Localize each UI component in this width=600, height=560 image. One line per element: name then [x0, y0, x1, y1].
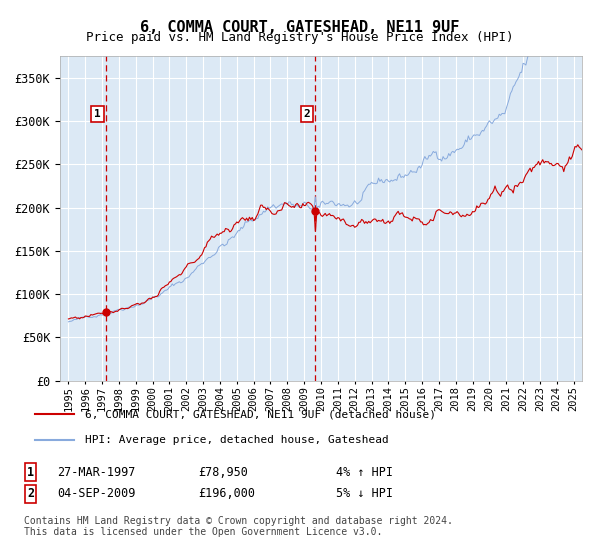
Text: 2: 2	[304, 109, 310, 119]
Text: 4% ↑ HPI: 4% ↑ HPI	[336, 465, 393, 479]
Text: 6, COMMA COURT, GATESHEAD, NE11 9UF: 6, COMMA COURT, GATESHEAD, NE11 9UF	[140, 20, 460, 35]
Text: Price paid vs. HM Land Registry's House Price Index (HPI): Price paid vs. HM Land Registry's House …	[86, 31, 514, 44]
Text: 1: 1	[27, 465, 34, 479]
Text: 5% ↓ HPI: 5% ↓ HPI	[336, 487, 393, 501]
Text: £196,000: £196,000	[198, 487, 255, 501]
Text: £78,950: £78,950	[198, 465, 248, 479]
Text: Contains HM Land Registry data © Crown copyright and database right 2024.: Contains HM Land Registry data © Crown c…	[24, 516, 453, 526]
Text: 04-SEP-2009: 04-SEP-2009	[57, 487, 136, 501]
Text: HPI: Average price, detached house, Gateshead: HPI: Average price, detached house, Gate…	[85, 435, 388, 445]
Text: 2: 2	[27, 487, 34, 501]
Text: This data is licensed under the Open Government Licence v3.0.: This data is licensed under the Open Gov…	[24, 527, 382, 537]
Text: 27-MAR-1997: 27-MAR-1997	[57, 465, 136, 479]
Text: 1: 1	[94, 109, 101, 119]
Text: 6, COMMA COURT, GATESHEAD, NE11 9UF (detached house): 6, COMMA COURT, GATESHEAD, NE11 9UF (det…	[85, 409, 436, 419]
